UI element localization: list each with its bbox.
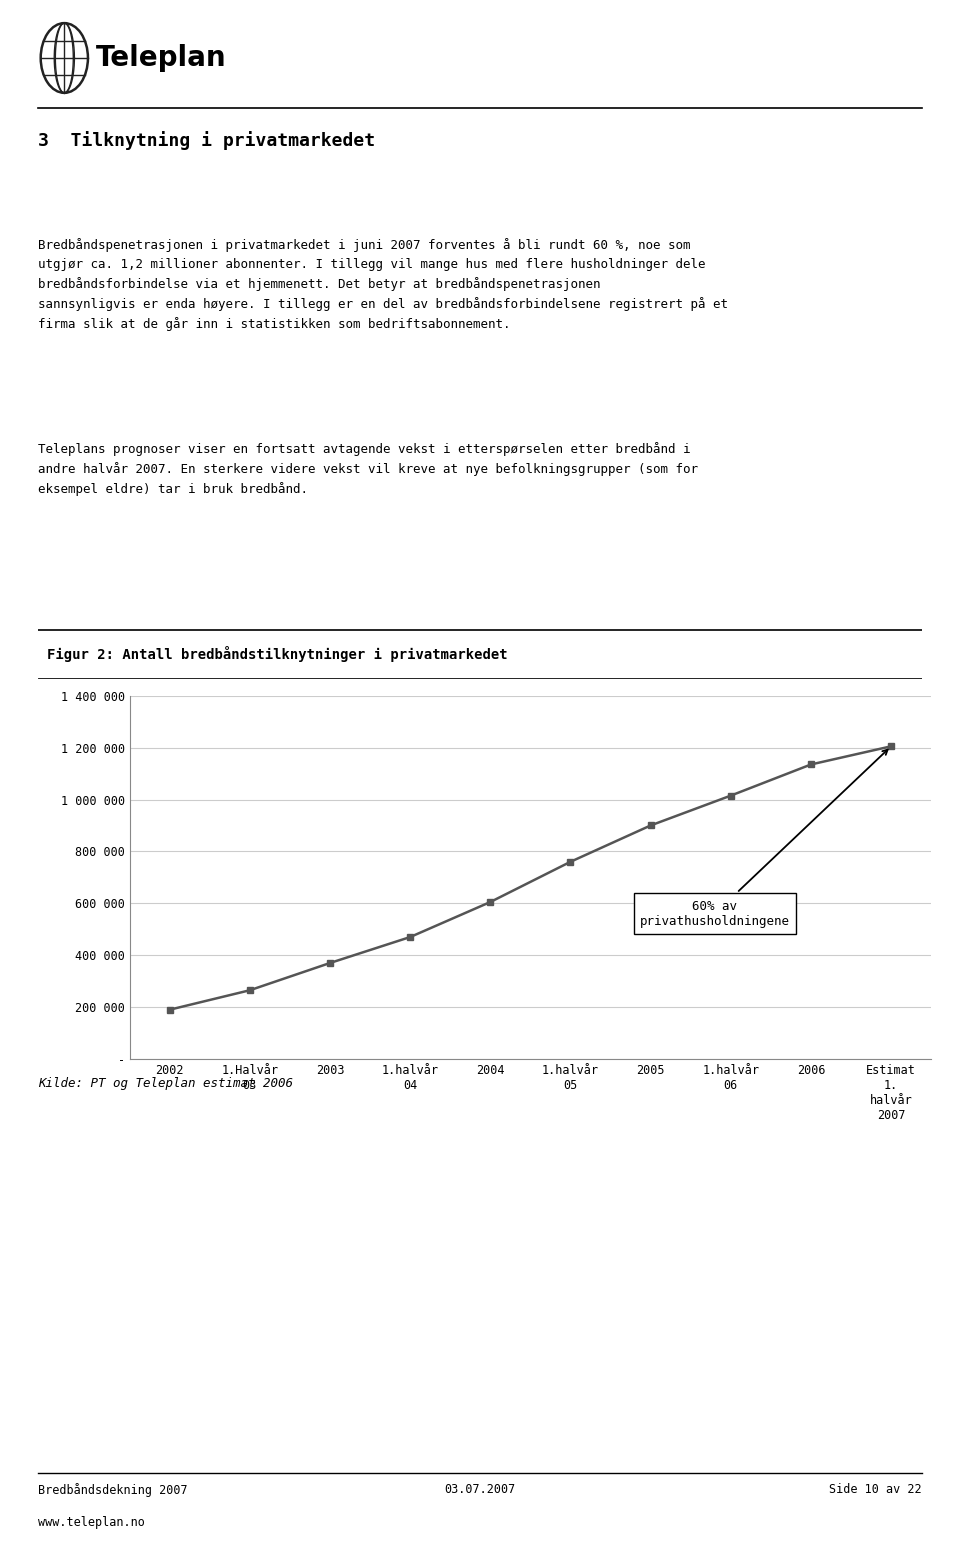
Text: 03.07.2007: 03.07.2007	[444, 1484, 516, 1497]
Text: Bredbåndsdekning 2007: Bredbåndsdekning 2007	[38, 1483, 188, 1497]
Text: Figur 2: Antall bredbåndstilknytninger i privatmarkedet: Figur 2: Antall bredbåndstilknytninger i…	[47, 646, 508, 662]
Text: www.teleplan.no: www.teleplan.no	[38, 1517, 145, 1529]
Text: Teleplan: Teleplan	[96, 43, 227, 73]
Text: Teleplans prognoser viser en fortsatt avtagende vekst i etterspørselen etter bre: Teleplans prognoser viser en fortsatt av…	[38, 442, 698, 496]
Text: 60% av
privathusholdningene: 60% av privathusholdningene	[639, 750, 888, 928]
Text: Bredbåndspenetrasjonen i privatmarkedet i juni 2007 forventes å bli rundt 60 %, : Bredbåndspenetrasjonen i privatmarkedet …	[38, 238, 729, 331]
Text: 3  Tilknytning i privatmarkedet: 3 Tilknytning i privatmarkedet	[38, 131, 375, 150]
Text: Kilde: PT og Teleplan estimat 2006: Kilde: PT og Teleplan estimat 2006	[38, 1078, 294, 1090]
Text: Side 10 av 22: Side 10 av 22	[829, 1484, 922, 1497]
